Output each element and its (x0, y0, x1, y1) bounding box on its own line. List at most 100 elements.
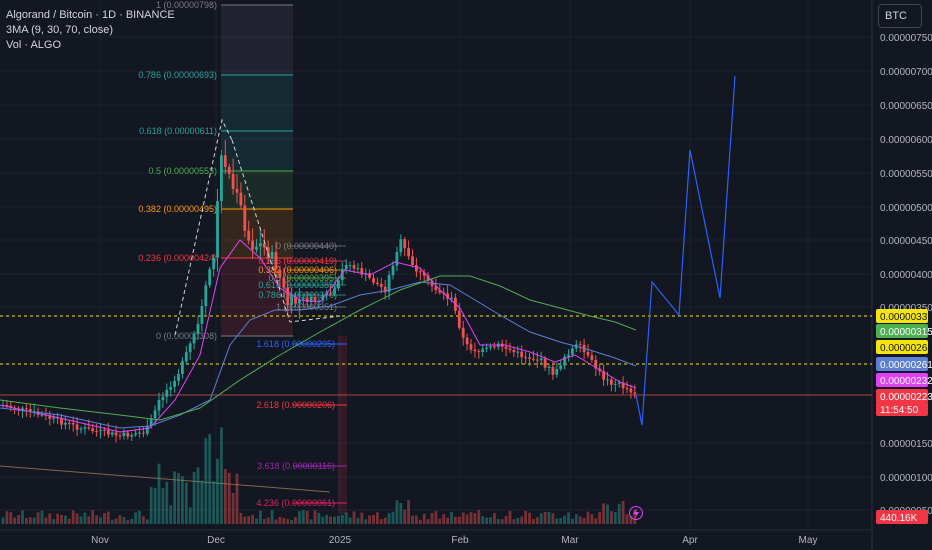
candle-body (415, 264, 418, 272)
candle-body (333, 288, 336, 294)
symbol-title[interactable]: Algorand / Bitcoin · 1D · BINANCE (6, 9, 175, 21)
volume-bar (130, 518, 134, 524)
candle-body (528, 357, 531, 359)
candle-body (259, 243, 262, 247)
volume-bar (184, 482, 188, 524)
candle-body (348, 265, 352, 267)
volume-bar (364, 519, 368, 524)
candle-body (52, 417, 56, 419)
volume-indicator-label[interactable]: Vol · ALGO (6, 39, 62, 51)
volume-bar (36, 512, 40, 524)
candle-body (567, 354, 570, 357)
volume-bar (71, 510, 75, 524)
fib2-level-label: 0.382 (0.00000406) (258, 265, 337, 275)
chart-legend: Algorand / Bitcoin · 1D · BINANCE 3MA (9… (6, 8, 175, 53)
price-badge-label: 0.00000337 (880, 312, 932, 323)
volume-bar (465, 514, 469, 524)
volume-bar (52, 519, 56, 524)
candle-body (110, 432, 114, 435)
volume-bar (430, 512, 434, 524)
candle-body (578, 344, 582, 346)
volume-bar (418, 519, 422, 524)
volume-bar (223, 468, 227, 524)
volume-bar (450, 512, 453, 524)
candle-body (114, 432, 118, 436)
volume-bar (67, 518, 71, 524)
currency-button[interactable]: BTC (878, 4, 922, 28)
candle-body (606, 379, 609, 381)
candle-body (543, 358, 547, 368)
y-tick-label: 0.00000400 (880, 270, 932, 281)
price-badge-label: 11:54:50 (880, 405, 919, 416)
volume-bar (122, 517, 126, 524)
volume-bar (305, 510, 309, 524)
volume-bar (294, 516, 297, 524)
volume-bar (177, 472, 180, 524)
volume-bar (496, 519, 500, 524)
candle-body (208, 269, 212, 286)
candle-body (220, 155, 223, 202)
volume-bar (231, 492, 235, 524)
candle-body (368, 273, 371, 278)
volume-bar (87, 516, 91, 524)
volume-bar (633, 509, 637, 524)
volume-bar (169, 505, 173, 524)
volume-bar (559, 517, 563, 524)
candle-body (559, 365, 563, 369)
volume-bar (118, 515, 122, 524)
candle-body (196, 323, 200, 335)
candle-body (594, 359, 598, 369)
candle-body (212, 257, 215, 270)
candle-body (223, 155, 227, 167)
candle-body (629, 388, 633, 393)
volume-bar (598, 511, 602, 524)
volume-bar (28, 517, 32, 524)
candle-body (422, 272, 426, 276)
volume-bar (286, 519, 290, 524)
candle-body (340, 269, 344, 281)
volume-bar (153, 487, 157, 524)
x-tick-label: 2025 (329, 535, 352, 546)
volume-bar (508, 510, 512, 524)
price-badge (876, 324, 928, 338)
volume-bar (196, 467, 200, 524)
fib-level-label: 1 (0.00000798) (156, 0, 217, 10)
candle-body (457, 310, 461, 328)
volume-bar (165, 481, 169, 524)
candle-body (360, 268, 364, 275)
candle-body (418, 271, 422, 273)
volume-bar (235, 473, 239, 524)
candle-body (262, 243, 266, 248)
candle-body (192, 334, 196, 344)
volume-bar (44, 517, 48, 524)
candle-body (60, 418, 63, 425)
volume-bar (40, 510, 44, 524)
volume-bar (290, 519, 293, 524)
price-badge (876, 340, 928, 354)
candle-body (188, 343, 192, 353)
volume-bar (329, 516, 332, 524)
volume-bar (422, 513, 426, 524)
volume-bar (17, 515, 20, 524)
candle-body (590, 355, 594, 360)
candle-body (126, 432, 130, 437)
volume-bar (532, 519, 535, 524)
volume-bar (64, 515, 67, 524)
fib2-level-label: 0 (0.00000440) (276, 241, 337, 251)
volume-bar (212, 481, 215, 524)
candle-body (383, 286, 387, 293)
candle-body (290, 296, 293, 306)
ma-indicator-label[interactable]: 3MA (9, 30, 70, close) (6, 24, 113, 36)
fib-level-label: 0.5 (0.00000553) (148, 166, 217, 176)
ma30-line (0, 281, 637, 429)
fib-level-label: 0.786 (0.00000693) (138, 70, 217, 80)
candle-body (512, 350, 516, 353)
candle-body (227, 166, 231, 174)
volume-bar (13, 517, 17, 524)
fib-ext-label: 2.618 (0.00000206) (256, 400, 335, 410)
volume-bar (99, 517, 102, 524)
volume-bar (106, 511, 110, 524)
candle-body (177, 373, 180, 381)
candle-body (153, 410, 157, 419)
